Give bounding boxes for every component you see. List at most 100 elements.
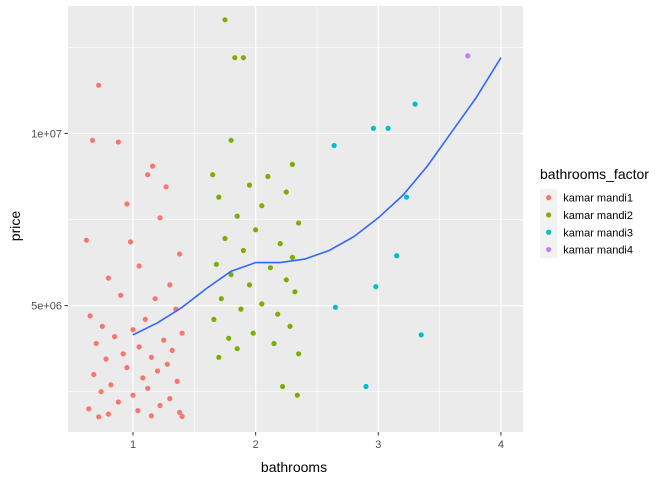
point-kamar-mandi3 [373, 284, 379, 290]
point-kamar-mandi1 [177, 251, 183, 257]
point-kamar-mandi1 [127, 239, 134, 245]
y-tick-label: 5e+06 [31, 301, 62, 313]
point-kamar-mandi1 [105, 275, 112, 281]
legend-marker-kamar-mandi4 [546, 246, 552, 253]
x-tick-label: 1 [130, 439, 136, 451]
point-kamar-mandi2 [253, 227, 259, 233]
point-kamar-mandi1 [145, 385, 151, 391]
point-kamar-mandi1 [103, 356, 109, 362]
point-kamar-mandi1 [154, 368, 161, 374]
point-kamar-mandi1 [91, 371, 97, 378]
point-kamar-mandi1 [157, 215, 163, 221]
y-tick-label: 1e+07 [31, 128, 62, 140]
point-kamar-mandi1 [136, 263, 142, 269]
legend-marker-kamar-mandi3 [546, 229, 552, 235]
point-kamar-mandi2 [280, 383, 286, 390]
point-kamar-mandi2 [250, 330, 256, 336]
point-kamar-mandi1 [98, 389, 104, 395]
legend-title: bathrooms_factor [540, 166, 649, 182]
legend-marker-kamar-mandi2 [546, 212, 552, 218]
point-kamar-mandi1 [99, 323, 105, 329]
point-kamar-mandi2 [287, 323, 293, 329]
point-kamar-mandi2 [228, 272, 234, 278]
point-kamar-mandi1 [142, 316, 148, 322]
point-kamar-mandi3 [412, 101, 418, 107]
point-kamar-mandi2 [265, 173, 271, 180]
point-kamar-mandi1 [152, 296, 158, 302]
point-kamar-mandi2 [210, 172, 216, 178]
point-kamar-mandi2 [259, 301, 265, 307]
point-kamar-mandi1 [93, 340, 99, 347]
point-kamar-mandi2 [211, 316, 217, 322]
point-kamar-mandi2 [218, 296, 224, 302]
point-kamar-mandi2 [275, 311, 281, 317]
point-kamar-mandi2 [240, 247, 246, 254]
point-kamar-mandi1 [87, 313, 93, 319]
point-kamar-mandi1 [130, 392, 136, 398]
point-kamar-mandi1 [108, 382, 114, 388]
point-kamar-mandi1 [169, 347, 175, 353]
point-kamar-mandi2 [232, 55, 238, 61]
point-kamar-mandi2 [259, 203, 265, 209]
point-kamar-mandi3 [403, 194, 410, 200]
point-kamar-mandi2 [283, 277, 289, 283]
point-kamar-mandi2 [228, 137, 234, 143]
point-kamar-mandi2 [246, 182, 253, 188]
point-kamar-mandi1 [136, 344, 142, 350]
point-kamar-mandi3 [331, 142, 337, 149]
y-axis: 5e+06 1e+07 [31, 128, 68, 313]
point-kamar-mandi2 [296, 220, 302, 226]
legend-label-kamar-mandi4: kamar mandi4 [563, 245, 633, 257]
point-kamar-mandi2 [213, 261, 219, 267]
x-tick-label: 4 [498, 439, 504, 451]
point-kamar-mandi1 [164, 361, 170, 367]
point-kamar-mandi2 [216, 354, 222, 360]
point-kamar-mandi1 [120, 351, 126, 357]
major-gridlines [68, 6, 523, 432]
point-kamar-mandi2 [283, 189, 289, 195]
x-tick-label: 2 [253, 439, 259, 451]
legend-label-kamar-mandi1: kamar mandi1 [563, 193, 633, 205]
point-kamar-mandi2 [240, 55, 246, 61]
point-kamar-mandi1 [105, 411, 112, 417]
point-kamar-mandi1 [161, 337, 167, 343]
point-kamar-mandi1 [167, 282, 173, 288]
minor-gridlines [68, 6, 523, 432]
point-kamar-mandi1 [140, 375, 146, 381]
point-kamar-mandi1 [83, 237, 89, 243]
point-kamar-mandi2 [226, 335, 232, 341]
point-kamar-mandi1 [145, 172, 151, 178]
point-kamar-mandi1 [96, 82, 102, 88]
point-kamar-mandi3 [363, 383, 369, 390]
y-axis-title: price [7, 211, 23, 242]
point-kamar-mandi1 [130, 327, 136, 333]
x-tick-label: 3 [375, 439, 381, 451]
point-kamar-mandi1 [179, 413, 185, 420]
point-kamar-mandi3 [394, 253, 400, 259]
point-kamar-mandi1 [89, 137, 96, 143]
point-kamar-mandi2 [222, 17, 228, 23]
point-kamar-mandi1 [124, 201, 130, 207]
point-kamar-mandi2 [292, 289, 298, 295]
x-axis: 1 2 3 4 [130, 432, 504, 451]
point-kamar-mandi2 [289, 254, 295, 260]
point-kamar-mandi2 [277, 241, 283, 247]
point-kamar-mandi1 [86, 406, 92, 412]
point-kamar-mandi2 [294, 392, 300, 398]
point-kamar-mandi2 [238, 306, 244, 312]
point-kamar-mandi1 [124, 365, 130, 371]
point-kamar-mandi3 [385, 125, 391, 131]
legend-label-kamar-mandi2: kamar mandi2 [563, 210, 633, 222]
point-kamar-mandi2 [234, 346, 240, 352]
x-axis-title: bathrooms [261, 459, 327, 475]
point-kamar-mandi1 [118, 292, 124, 298]
smooth-line [132, 57, 502, 336]
point-kamar-mandi1 [167, 396, 173, 402]
legend-marker-kamar-mandi1 [546, 195, 552, 201]
point-kamar-mandi2 [267, 265, 273, 271]
point-kamar-mandi1 [148, 354, 154, 360]
point-kamar-mandi1 [163, 184, 169, 190]
point-kamar-mandi2 [296, 351, 302, 357]
point-kamar-mandi1 [150, 163, 156, 169]
